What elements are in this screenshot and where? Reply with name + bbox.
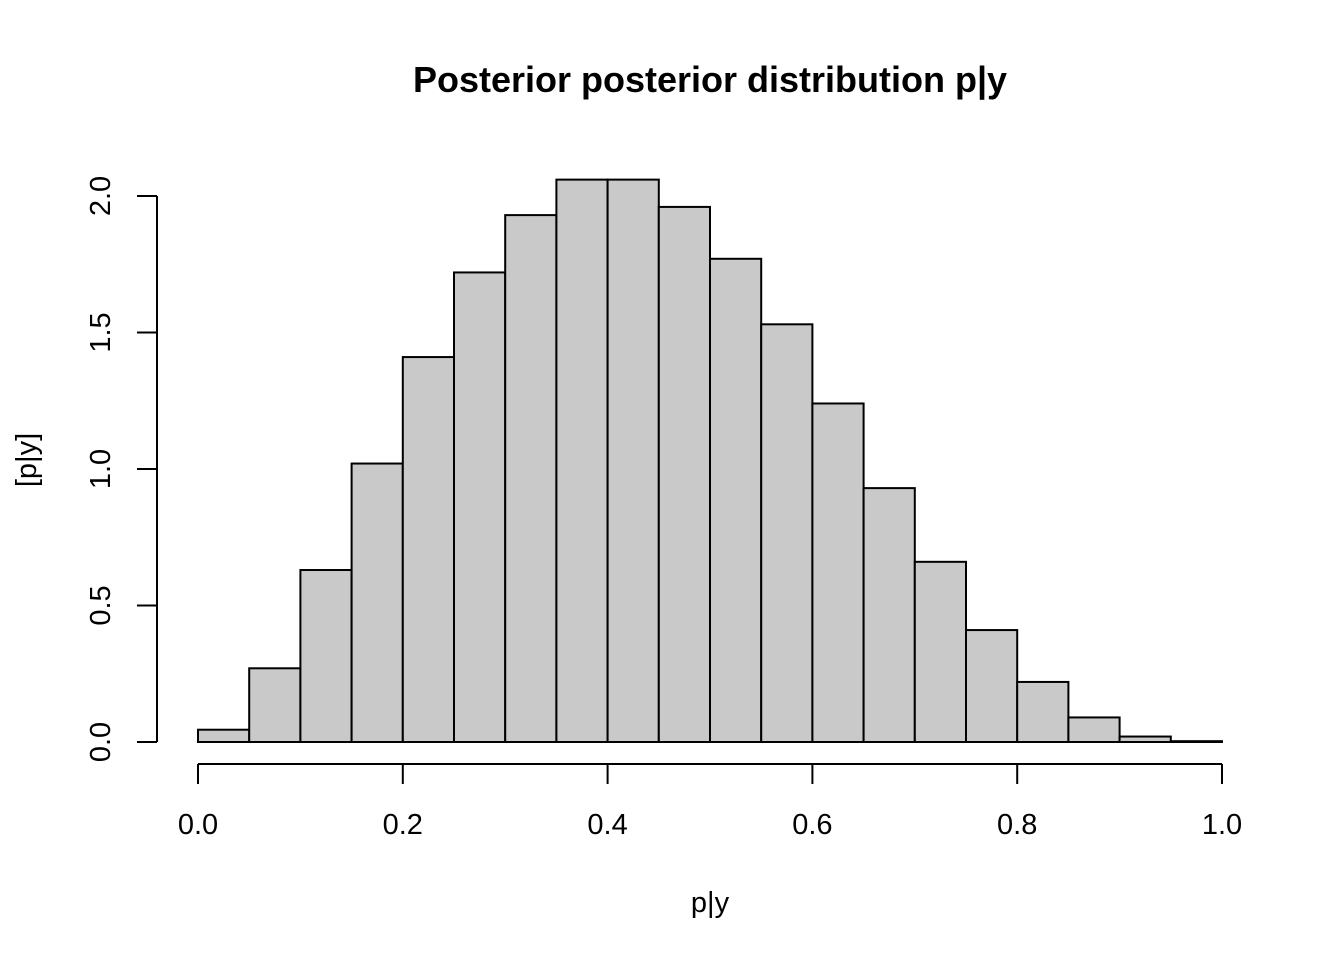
y-tick-label: 0.5 [85,585,117,625]
y-axis-label: [p|y] [11,433,43,487]
x-tick-label: 0.4 [587,809,627,841]
histogram-bar [657,205,711,744]
histogram-bar [913,560,967,743]
histogram-bar [299,569,353,744]
histogram-bar [1169,740,1224,744]
histogram-bar [401,356,455,743]
histogram-bar [965,629,1019,744]
histogram-bar [1016,680,1070,744]
y-tick-label: 1.5 [85,312,117,352]
x-axis-label: p|y [691,887,730,919]
histogram-bar [862,487,916,743]
histogram-bar [504,214,558,744]
histogram-bar [350,462,404,743]
histogram-bar [760,323,814,743]
y-tick-label: 0.0 [85,722,117,762]
y-axis: 0.0 0.5 1.0 1.5 2.0 [85,176,158,762]
histogram-bar [709,257,763,743]
x-tick-label: 0.0 [178,809,218,841]
histogram-bar [811,402,865,743]
histogram-bar [248,667,302,743]
y-tick-label: 2.0 [85,176,117,216]
x-tick-label: 0.6 [792,809,832,841]
histogram-bar [1067,716,1121,743]
chart-title: Posterior posterior distribution p|y [413,59,1007,101]
x-tick-label: 0.8 [997,809,1037,841]
histogram-bar [453,271,507,743]
histogram-bar [1118,735,1172,743]
x-axis: 0.0 0.2 0.4 0.6 0.8 1.0 [178,763,1242,841]
y-tick-label: 1.0 [85,449,117,489]
x-tick-label: 1.0 [1202,809,1242,841]
x-tick-label: 0.2 [383,809,423,841]
histogram-bar [197,728,251,744]
bars-layer [197,178,1224,744]
histogram-bar [606,178,660,743]
histogram-bar [555,178,609,743]
